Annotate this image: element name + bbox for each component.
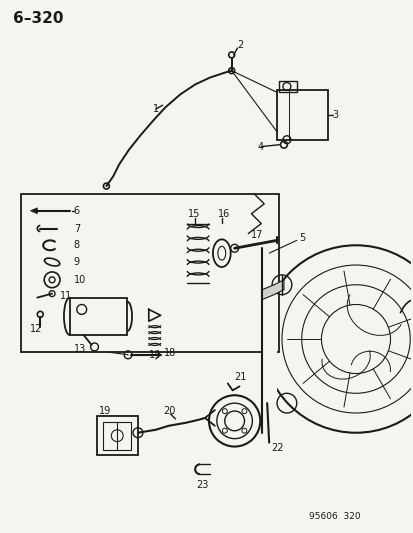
Text: 8: 8	[74, 240, 80, 251]
Bar	[278, 80, 296, 92]
Bar	[70, 297, 127, 335]
Text: 9: 9	[74, 257, 80, 267]
Text: 15: 15	[188, 209, 200, 219]
Text: 11: 11	[60, 290, 72, 301]
Text: 14: 14	[148, 350, 161, 360]
Text: 5: 5	[298, 233, 304, 244]
Text: 18: 18	[163, 348, 176, 358]
Text: 95606  320: 95606 320	[308, 512, 359, 521]
Text: 21: 21	[234, 372, 247, 382]
Text: 20: 20	[163, 406, 176, 416]
Bar	[103, 422, 131, 449]
Text: 12: 12	[30, 324, 43, 334]
Text: 6: 6	[74, 206, 80, 216]
Text: 2: 2	[237, 40, 243, 50]
Text: 17: 17	[251, 230, 263, 240]
Text: 6–320: 6–320	[13, 11, 63, 26]
Text: 4: 4	[257, 142, 263, 151]
Text: 13: 13	[74, 344, 86, 354]
Bar	[276, 91, 328, 140]
Text: 10: 10	[74, 275, 86, 285]
Text: 1: 1	[152, 104, 159, 114]
Text: 7: 7	[74, 223, 80, 233]
Polygon shape	[261, 280, 283, 300]
Text: 23: 23	[196, 480, 208, 490]
Text: 3: 3	[332, 110, 337, 120]
Text: 19: 19	[98, 406, 110, 416]
Text: 22: 22	[271, 442, 283, 453]
Text: 16: 16	[217, 209, 230, 219]
Bar	[21, 194, 278, 352]
Bar	[261, 250, 276, 433]
Bar	[96, 416, 138, 455]
Polygon shape	[30, 208, 37, 214]
